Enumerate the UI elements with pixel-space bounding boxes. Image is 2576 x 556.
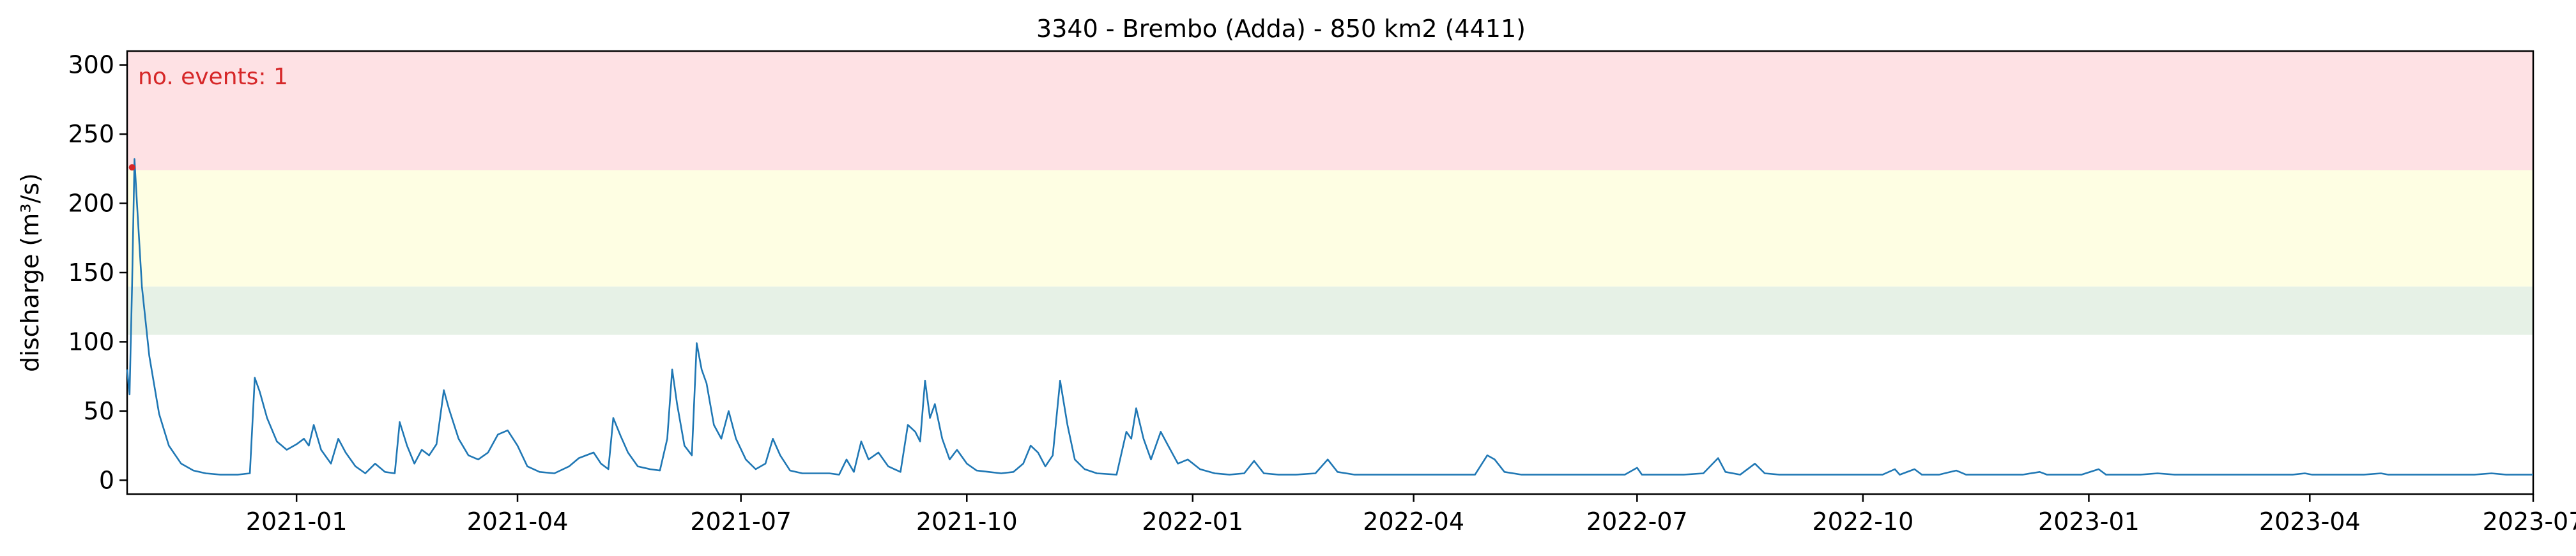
- y-tick-label: 200: [68, 190, 114, 218]
- threshold-band-2: [127, 170, 2533, 287]
- threshold-bands: [127, 51, 2533, 335]
- y-axis-ticks: 0 50 100 150 200 250 300: [68, 51, 127, 494]
- x-tick-label: 2021-01: [246, 507, 348, 536]
- events-annotation: no. events: 1: [138, 64, 288, 90]
- discharge-series-line: [126, 158, 2533, 476]
- threshold-band-1: [127, 286, 2533, 335]
- y-tick-label: 0: [99, 466, 114, 494]
- x-tick-label: 2023-01: [2038, 507, 2140, 536]
- x-tick-label: 2022-07: [1586, 507, 1688, 536]
- y-tick-label: 250: [68, 120, 114, 148]
- x-tick-label: 2022-10: [1813, 507, 1914, 536]
- x-tick-label: 2021-04: [467, 507, 569, 536]
- y-tick-label: 150: [68, 259, 114, 287]
- x-tick-label: 2021-10: [916, 507, 1018, 536]
- y-axis-label: discharge (m³/s): [16, 173, 44, 372]
- threshold-band-3: [127, 51, 2533, 170]
- chart-title: 3340 - Brembo (Adda) - 850 km2 (4411): [1036, 15, 1526, 43]
- y-tick-label: 300: [68, 51, 114, 79]
- x-tick-label: 2022-04: [1363, 507, 1464, 536]
- x-tick-label: 2021-07: [690, 507, 792, 536]
- x-tick-label: 2022-01: [1142, 507, 1243, 536]
- x-tick-label: 2023-07: [2483, 507, 2576, 536]
- event-marker: [128, 164, 135, 171]
- y-tick-label: 100: [68, 327, 114, 356]
- y-tick-label: 50: [84, 397, 114, 425]
- x-tick-label: 2023-04: [2259, 507, 2361, 536]
- x-axis-ticks: 2021-01 2021-04 2021-07 2021-10 2022-01 2022-…: [246, 494, 2576, 536]
